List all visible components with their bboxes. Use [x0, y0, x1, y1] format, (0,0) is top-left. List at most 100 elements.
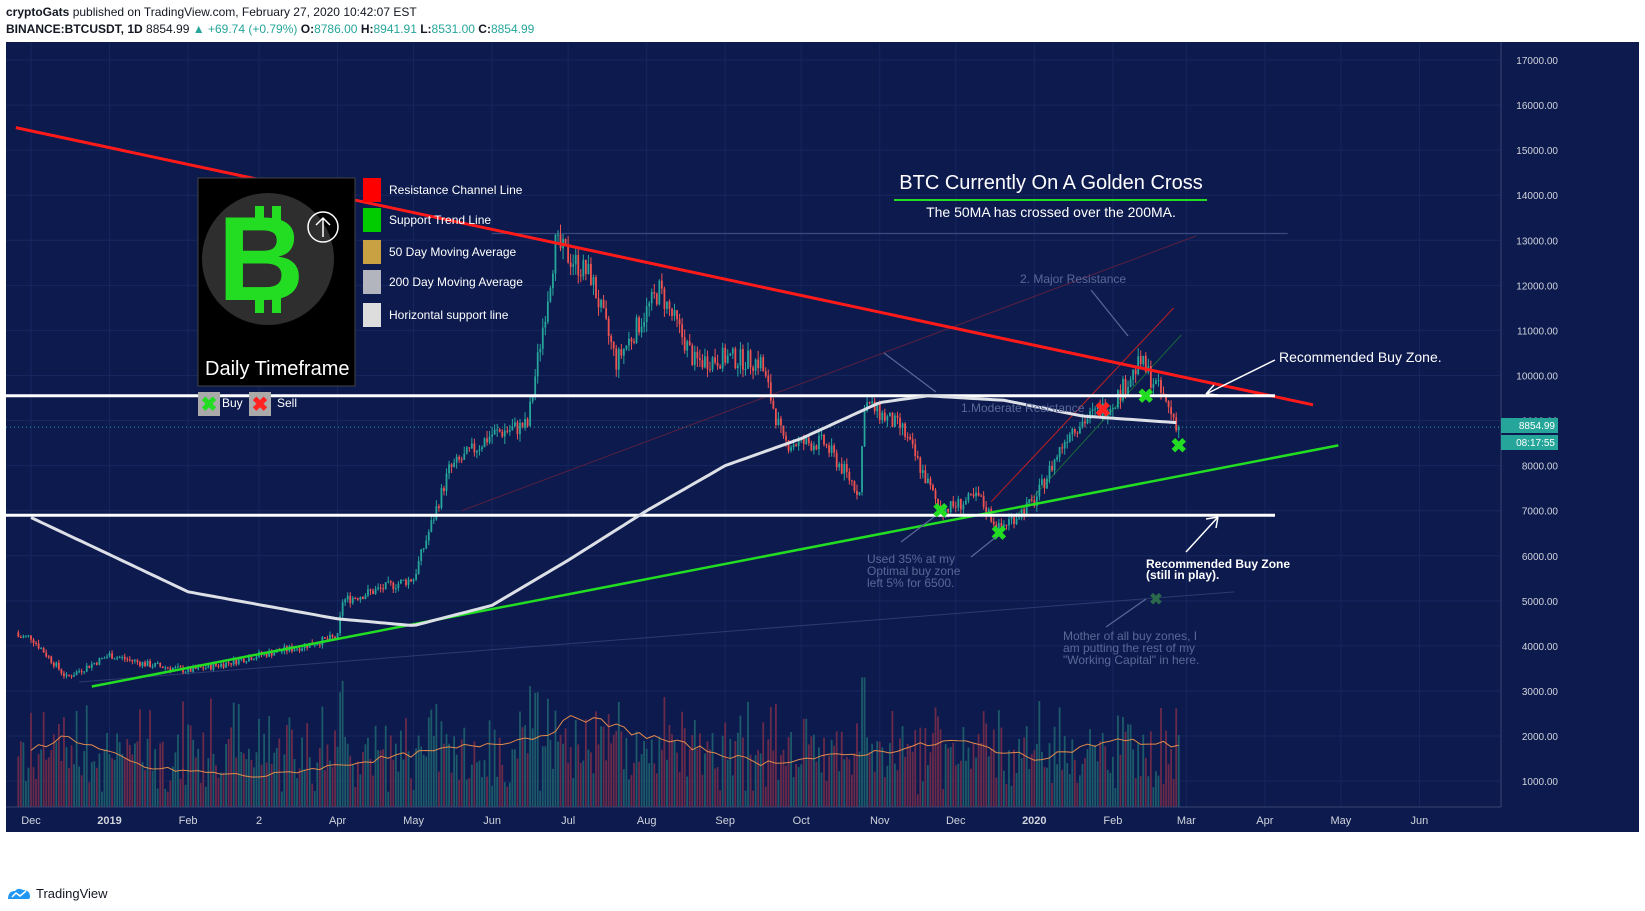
- volume-bar: [331, 766, 334, 807]
- volume-ma-path: [30, 715, 1179, 778]
- volume-bar: [709, 749, 711, 807]
- up-arrow-circle-icon: [307, 211, 339, 243]
- volume-bar: [42, 712, 45, 807]
- volume-bar: [35, 779, 37, 807]
- candle-body: [939, 505, 942, 515]
- volume-bar: [660, 749, 663, 807]
- volume-bar: [668, 724, 671, 807]
- volume-bar: [942, 789, 944, 807]
- chart-svg[interactable]: ✖✖✖✖✖✖ 17000.0016000.0015000.0014000.001…: [6, 42, 1639, 832]
- volume-bar: [245, 759, 248, 807]
- volume-bar: [291, 729, 293, 807]
- volume-bar: [833, 745, 836, 807]
- candle-body: [189, 667, 192, 672]
- sell-legend-label: Sell: [277, 396, 297, 410]
- volume-bar: [394, 743, 397, 807]
- volume-bars: [17, 677, 1180, 807]
- candle-body: [301, 648, 303, 651]
- volume-bar: [643, 740, 646, 807]
- volume-bar: [645, 748, 648, 807]
- volume-bar: [1043, 766, 1046, 807]
- volume-bar: [1094, 744, 1097, 807]
- volume-bar: [1129, 724, 1132, 807]
- volume-bar: [592, 773, 595, 807]
- candle-body: [220, 663, 222, 667]
- candle-body: [625, 345, 628, 350]
- candle-body: [519, 422, 521, 435]
- volume-bar: [985, 723, 988, 807]
- candle-body: [460, 459, 463, 461]
- time-axis[interactable]: [6, 807, 1639, 832]
- candle-body: [744, 368, 747, 370]
- volume-bar: [688, 749, 691, 807]
- buy-zone-2-arrow: [1185, 516, 1219, 553]
- candle-body: [901, 423, 904, 428]
- price-axis-ticks: 17000.00 16000.00 15000.00 14000.00 13000.00…: [1516, 56, 1558, 788]
- candle-body: [237, 659, 240, 665]
- volume-bar: [820, 772, 823, 807]
- candle-body: [696, 351, 699, 359]
- resistance-channel-line: [15, 126, 1314, 407]
- candle-body: [541, 327, 544, 349]
- faint-red-channel: [990, 307, 1175, 503]
- volume-bar: [1106, 769, 1109, 807]
- time-tick-label: Oct: [793, 815, 810, 827]
- candle-body: [691, 345, 694, 365]
- candle-body: [453, 462, 456, 467]
- candle-body: [1170, 407, 1173, 415]
- author-name[interactable]: cryptoGats: [6, 5, 70, 19]
- volume-bar: [1013, 749, 1015, 807]
- candle-body: [326, 638, 329, 640]
- volume-bar: [1109, 772, 1112, 807]
- time-tick-label: Mar: [1177, 815, 1196, 827]
- volume-bar: [306, 723, 309, 807]
- candle-body: [177, 666, 179, 668]
- volume-bar: [916, 794, 919, 807]
- candle-body: [1106, 415, 1109, 417]
- volume-bar: [1167, 764, 1170, 807]
- candle-body: [894, 415, 896, 427]
- low-label: L:: [420, 22, 432, 36]
- candle-body: [491, 434, 494, 437]
- bitcoin-icon-bottom2: [272, 293, 281, 313]
- candle-body: [346, 595, 349, 600]
- candle-body: [273, 652, 276, 656]
- volume-bar: [1046, 767, 1048, 807]
- tradingview-brand[interactable]: TradingView: [36, 886, 108, 901]
- candle-body: [853, 481, 856, 491]
- candle-body: [602, 299, 605, 309]
- volume-bar: [187, 724, 189, 807]
- candle-body: [52, 662, 55, 667]
- candle-body: [876, 402, 879, 412]
- candle-body: [336, 633, 339, 639]
- candle-body: [486, 438, 488, 443]
- candle-body: [1162, 392, 1165, 395]
- candle-body: [161, 666, 164, 668]
- volume-bar: [476, 762, 478, 807]
- volume-bar: [57, 724, 60, 807]
- candle-body: [906, 436, 909, 438]
- candle-body: [372, 590, 374, 594]
- volume-bar: [719, 790, 722, 807]
- symbol-label[interactable]: BINANCE:BTCUSDT, 1D: [6, 22, 143, 36]
- candle-body: [498, 429, 501, 432]
- volume-bar: [825, 780, 828, 807]
- bitcoin-icon-top: [255, 206, 264, 226]
- volume-bar: [349, 755, 352, 807]
- candle-body: [676, 310, 678, 320]
- candle-body: [1038, 484, 1041, 497]
- candle-body: [438, 506, 440, 508]
- bitcoin-icon-bottom: [255, 293, 264, 313]
- candle-body: [701, 360, 704, 368]
- volume-bar: [113, 759, 116, 807]
- candle-body: [1005, 524, 1008, 526]
- candle-body: [1000, 523, 1003, 527]
- candle-body: [1177, 426, 1180, 431]
- volume-bar: [767, 739, 770, 807]
- volume-bar: [731, 775, 734, 807]
- volume-bar: [445, 734, 448, 807]
- volume-bar: [947, 748, 950, 807]
- candle-body: [767, 375, 770, 383]
- candle-body: [387, 581, 390, 583]
- chart-area[interactable]: ✖ ✖ ✖ ✖ ✖ ✖ 17000.00 16000.00 15000.00 14000.00 1…: [6, 42, 1639, 832]
